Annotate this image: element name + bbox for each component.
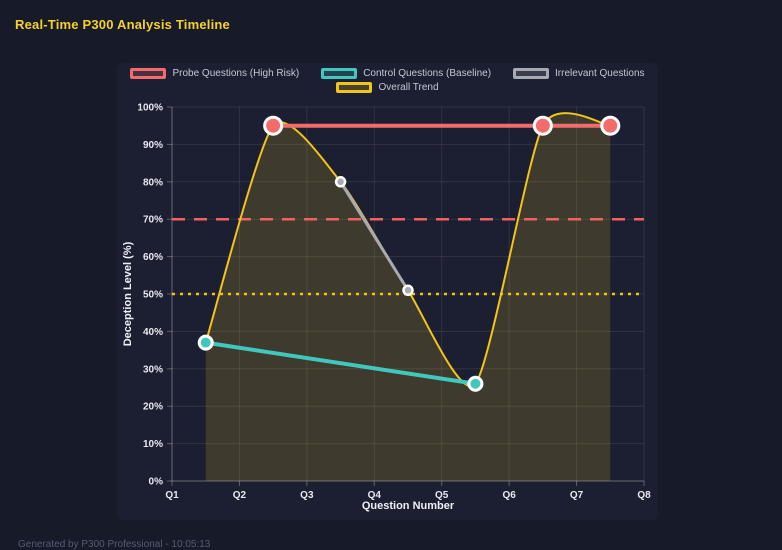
legend-swatch-probe bbox=[130, 68, 167, 79]
y-tick-label: 90% bbox=[143, 140, 163, 151]
y-tick-label: 20% bbox=[143, 402, 163, 413]
x-axis-title: Question Number bbox=[362, 500, 455, 512]
data-point-irrelevant-1[interactable] bbox=[402, 284, 414, 297]
axis-tick-labels: Q1 Q2 Q3 Q4 Q5 Q6 Q7 Q8 0% 10% 20% 30% 40% 50% 60% 70% 8… bbox=[137, 103, 651, 502]
trend-area bbox=[205, 113, 611, 481]
x-tick-label: Q4 bbox=[368, 490, 382, 501]
y-axis-title: Deception Level (%) bbox=[122, 241, 134, 346]
x-tick-label: Q3 bbox=[300, 490, 314, 501]
y-tick-label: 50% bbox=[143, 290, 163, 301]
legend-swatch-trend bbox=[336, 82, 373, 93]
x-tick-label: Q8 bbox=[637, 490, 651, 501]
legend-item-probe[interactable]: Probe Questions (High Risk) bbox=[130, 68, 299, 79]
legend-item-control[interactable]: Control Questions (Baseline) bbox=[321, 68, 491, 79]
legend-label-irrelevant: Irrelevant Questions bbox=[555, 68, 645, 79]
legend-row-1: Probe Questions (High Risk) Control Quest… bbox=[130, 68, 645, 79]
footer-timestamp: Generated by P300 Professional - 10:05:1… bbox=[18, 539, 211, 550]
y-tick-label: 70% bbox=[143, 215, 163, 226]
legend-label-trend: Overall Trend bbox=[378, 82, 439, 93]
data-point-irrelevant-0[interactable] bbox=[334, 176, 347, 188]
data-point-probe-2[interactable] bbox=[600, 115, 621, 136]
data-point-control-1[interactable] bbox=[467, 375, 484, 392]
y-tick-label: 10% bbox=[143, 439, 163, 450]
legend-row-2: Overall Trend bbox=[336, 82, 439, 93]
y-tick-label: 100% bbox=[137, 103, 163, 114]
y-tick-label: 0% bbox=[149, 477, 164, 488]
p300-timeline-chart[interactable]: Q1 Q2 Q3 Q4 Q5 Q6 Q7 Q8 0% 10% 20% 30% 40% 50% 60% 70% 8… bbox=[117, 63, 658, 520]
x-tick-label: Q2 bbox=[233, 490, 247, 501]
data-point-probe-0[interactable] bbox=[263, 115, 284, 136]
data-point-probe-1[interactable] bbox=[532, 115, 553, 136]
x-tick-label: Q6 bbox=[502, 490, 516, 501]
legend-label-probe: Probe Questions (High Risk) bbox=[172, 68, 300, 79]
chart-panel: Probe Questions (High Risk) Control Quest… bbox=[117, 63, 658, 520]
legend-swatch-irrelevant bbox=[513, 68, 550, 79]
legend-label-control: Control Questions (Baseline) bbox=[363, 68, 492, 79]
legend-item-trend[interactable]: Overall Trend bbox=[336, 82, 439, 93]
legend-swatch-control bbox=[321, 68, 358, 79]
page-title: Real-Time P300 Analysis Timeline bbox=[15, 17, 230, 32]
series-line-control bbox=[203, 340, 478, 386]
y-tick-label: 30% bbox=[143, 364, 163, 375]
y-tick-label: 40% bbox=[143, 327, 163, 338]
x-tick-label: Q1 bbox=[165, 490, 179, 501]
y-tick-label: 60% bbox=[143, 252, 163, 263]
x-tick-label: Q5 bbox=[435, 490, 449, 501]
series-line-irrelevant bbox=[339, 180, 410, 292]
data-point-control-0[interactable] bbox=[197, 334, 214, 351]
x-tick-label: Q7 bbox=[570, 490, 584, 501]
legend-item-irrelevant[interactable]: Irrelevant Questions bbox=[513, 68, 645, 79]
chart-legend: Probe Questions (High Risk) Control Quest… bbox=[117, 68, 658, 93]
y-tick-label: 80% bbox=[143, 177, 163, 188]
